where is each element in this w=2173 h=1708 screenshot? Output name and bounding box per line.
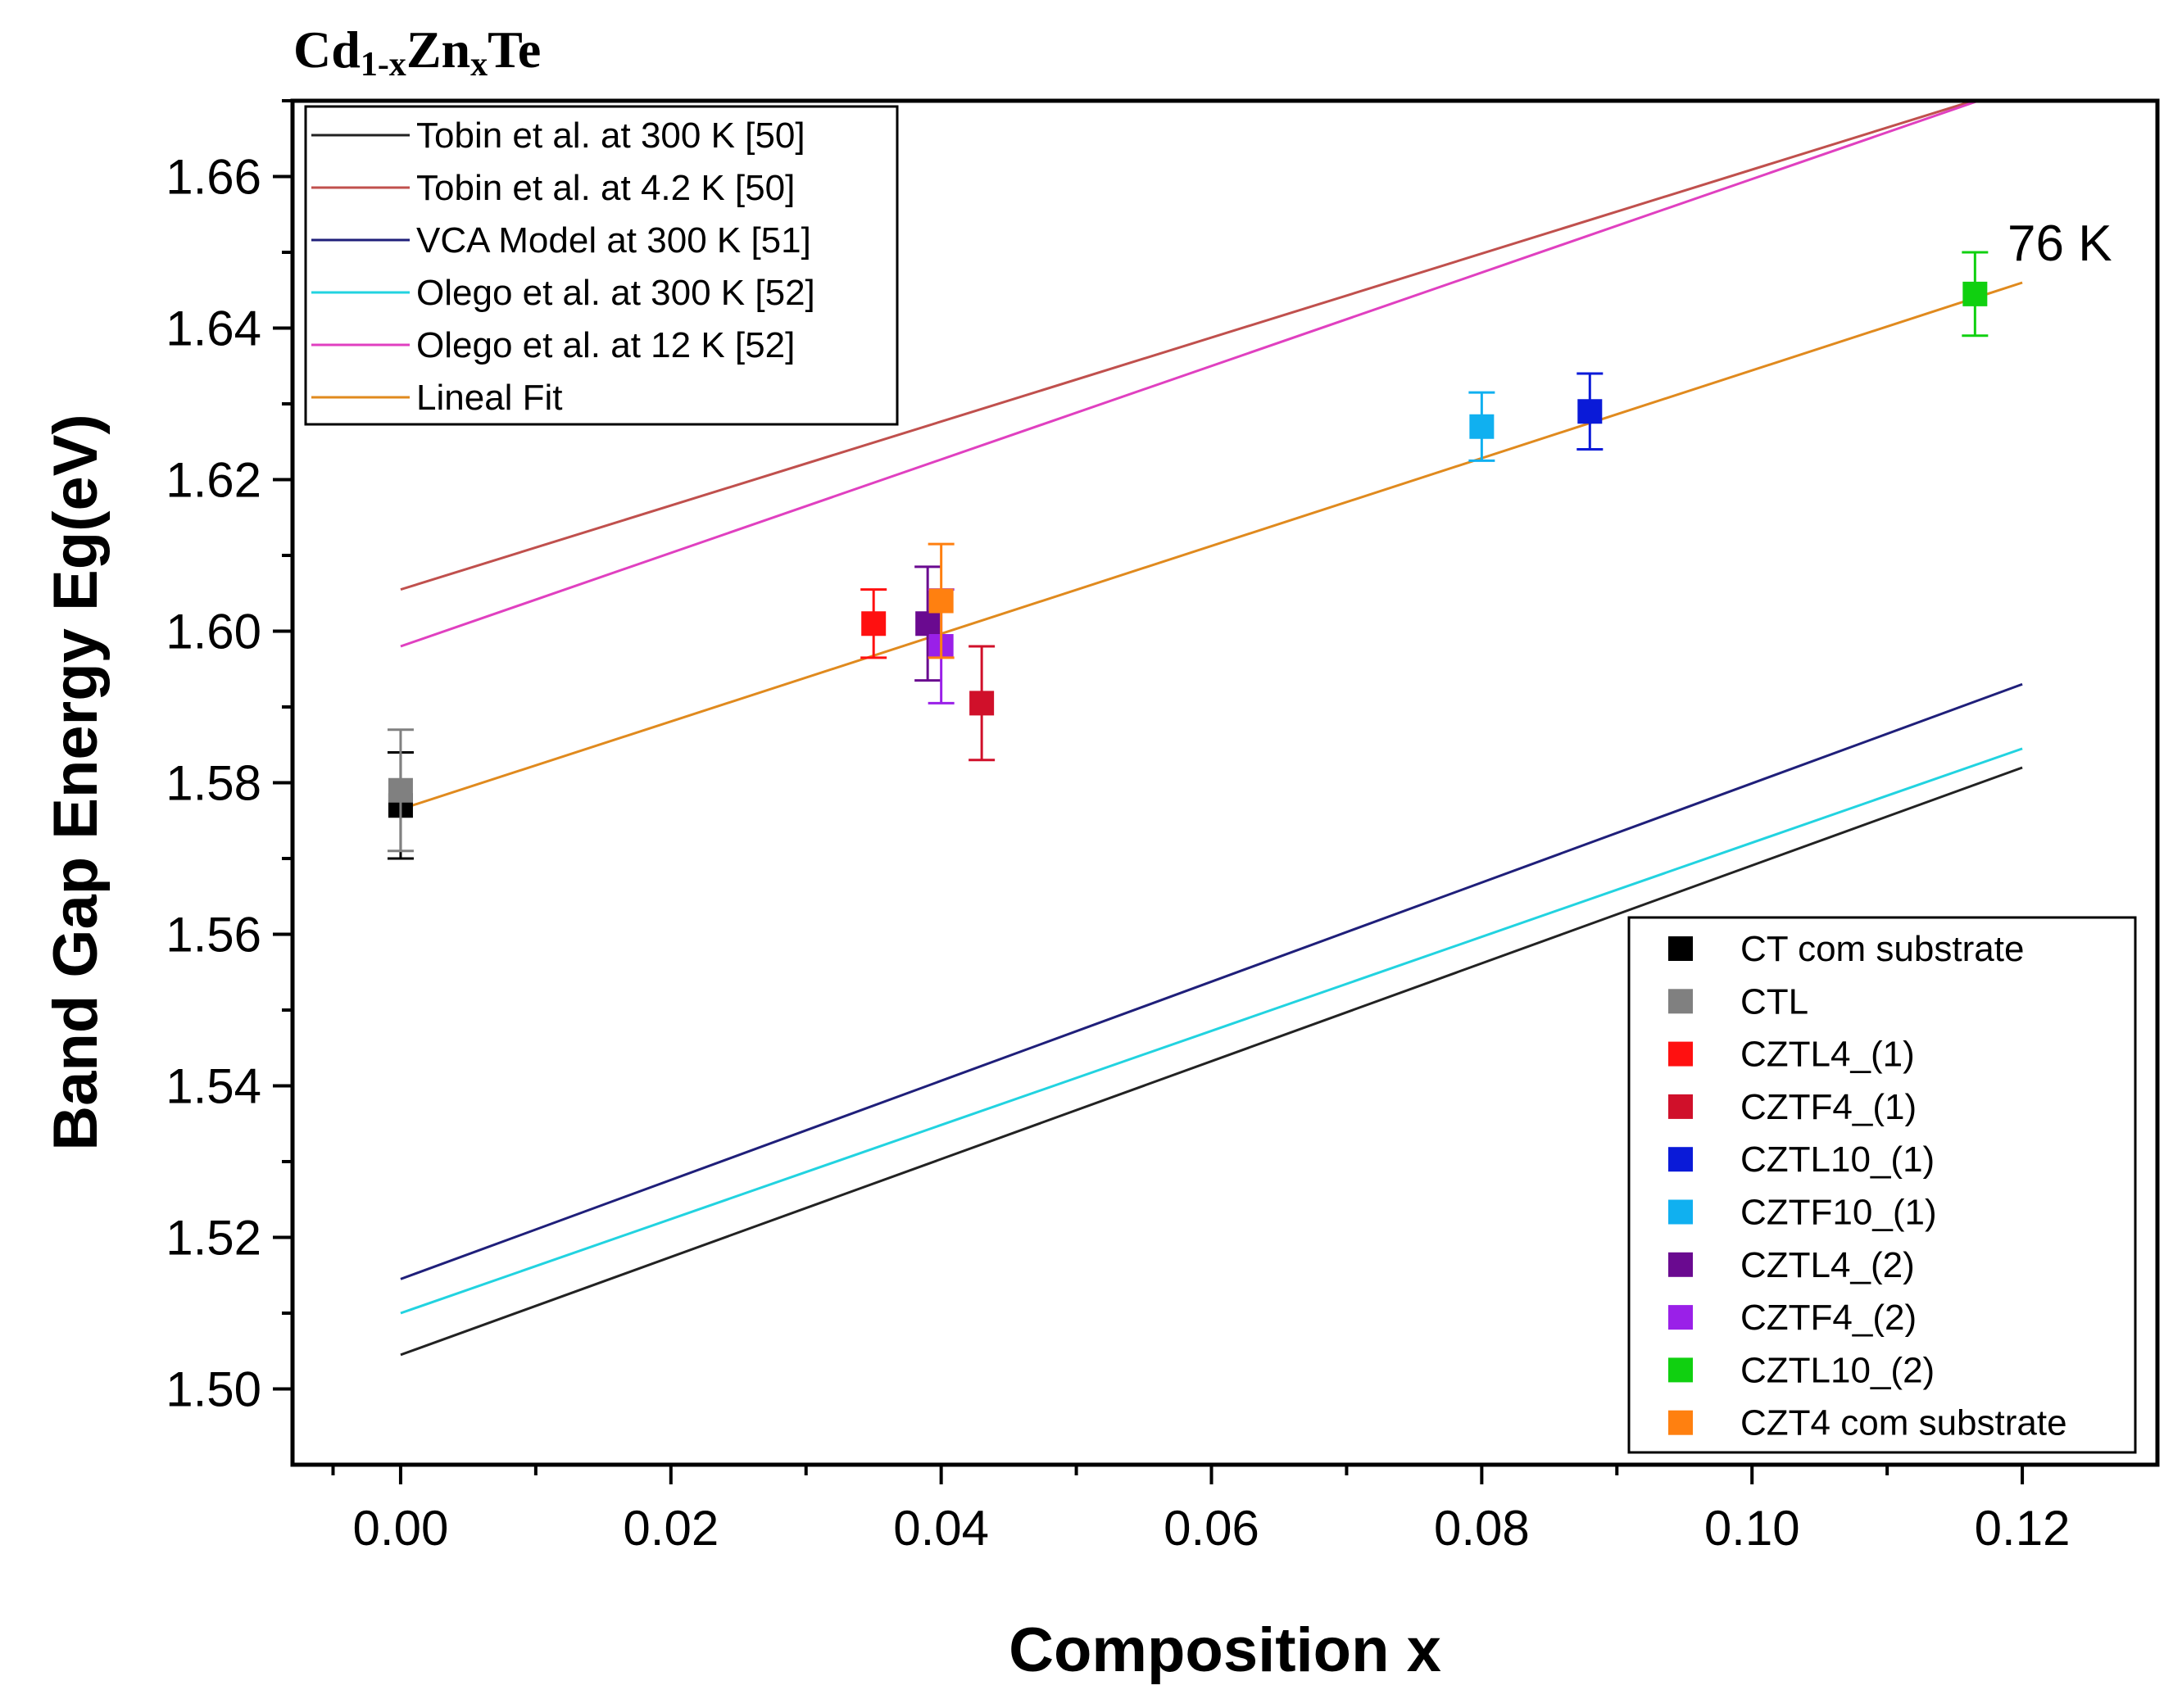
legend-point-label: CT com substrate xyxy=(1740,929,2024,969)
legend-line-label: Lineal Fit xyxy=(416,378,563,418)
legend-point-label: CZTF10_(1) xyxy=(1740,1193,1937,1233)
y-tick-label: 1.58 xyxy=(166,756,261,811)
legend-point-item-ct-com-substrate: CT com substrate xyxy=(1668,929,2024,969)
y-tick-label: 1.50 xyxy=(166,1362,261,1417)
legend-point-swatch xyxy=(1668,989,1693,1014)
legend-points: CT com substrate CTL CZTL4_(1) CZTF4_(1) CZT… xyxy=(1627,916,2137,1454)
y-axis: 1.50 1.52 1.54 1.56 1.58 1.60 1.62 1.64 1.66 xyxy=(166,99,293,1417)
legend-line-item-tobin-et-al-at-4-2-k-50: Tobin et al. at 4.2 K [50] xyxy=(311,168,795,208)
marker xyxy=(969,691,995,716)
y-tick-label: 1.54 xyxy=(166,1059,261,1114)
legend-line-label: Tobin et al. at 4.2 K [50] xyxy=(416,168,795,208)
legend-line-item-lineal-fit: Lineal Fit xyxy=(311,378,563,418)
temperature-annotation: 76 K xyxy=(2007,215,2112,272)
point-cztf10-1 xyxy=(1468,391,1495,462)
legend-line-label: Olego et al. at 12 K [52] xyxy=(416,325,795,365)
legend-line-label: Tobin et al. at 300 K [50] xyxy=(416,116,805,156)
legend-point-item-cztl4-1: CZTL4_(1) xyxy=(1668,1035,1915,1075)
marker xyxy=(388,777,413,803)
legend-point-item-cztf4-2: CZTF4_(2) xyxy=(1668,1298,1917,1338)
point-cztl4-2 xyxy=(914,565,941,682)
legend-point-swatch xyxy=(1668,1357,1693,1383)
legend-point-swatch xyxy=(1668,1199,1693,1225)
y-tick-label: 1.56 xyxy=(166,908,261,963)
line-tobin-et-al-at-300-k-50 xyxy=(400,766,2023,1357)
legend-point-swatch xyxy=(1668,1305,1693,1330)
x-axis: 0.00 0.02 0.04 0.06 0.08 0.10 0.12 xyxy=(331,1465,2071,1556)
legend-point-swatch xyxy=(1668,1094,1693,1119)
legend-point-item-cztl10-1: CZTL10_(1) xyxy=(1668,1139,1935,1180)
line-tobin-et-al-at-4-2-k-50 xyxy=(400,101,1978,591)
data-points xyxy=(387,251,1989,860)
line-olego-et-al-at-12-k-52 xyxy=(400,101,1983,648)
point-cztl10-1 xyxy=(1576,372,1604,451)
legend-point-swatch xyxy=(1668,1252,1693,1277)
legend-point-swatch xyxy=(1668,1041,1693,1067)
marker xyxy=(928,588,954,614)
point-cztl4-1 xyxy=(860,588,887,659)
legend-point-item-cztf10-1: CZTF10_(1) xyxy=(1668,1193,1937,1233)
legend-point-swatch xyxy=(1668,1410,1693,1435)
legend-lines: Tobin et al. at 300 K [50] Tobin et al. a… xyxy=(304,105,899,426)
y-tick-label: 1.64 xyxy=(166,301,261,356)
title-part-1: 1-x xyxy=(361,46,406,84)
point-ctl xyxy=(387,728,414,853)
legend-lines-box xyxy=(304,105,899,426)
legend-point-item-czt4-com-substrate: CZT4 com substrate xyxy=(1668,1403,2067,1443)
legend-line-item-olego-et-al-at-12-k-52: Olego et al. at 12 K [52] xyxy=(311,325,795,365)
chart-title: Cd1-xZnxTe xyxy=(293,20,541,84)
legend-line-item-tobin-et-al-at-300-k-50: Tobin et al. at 300 K [50] xyxy=(311,116,805,156)
point-czt4-com-substrate xyxy=(928,542,955,659)
x-tick-label: 0.12 xyxy=(1975,1501,2071,1556)
legend-point-label: CZT4 com substrate xyxy=(1740,1403,2067,1443)
legend-line-item-olego-et-al-at-300-k-52: Olego et al. at 300 K [52] xyxy=(311,273,815,313)
marker xyxy=(1469,414,1495,439)
x-tick-label: 0.00 xyxy=(353,1501,449,1556)
legend-point-swatch xyxy=(1668,936,1693,961)
x-tick-label: 0.06 xyxy=(1164,1501,1259,1556)
marker xyxy=(915,611,941,637)
legend-point-item-cztf4-1: CZTF4_(1) xyxy=(1668,1087,1917,1127)
legend-point-label: CZTL4_(1) xyxy=(1740,1035,1915,1075)
title-part-2: Zn xyxy=(406,20,470,79)
title-part-0: Cd xyxy=(293,20,361,79)
legend-point-label: CZTL10_(1) xyxy=(1740,1139,1935,1180)
point-cztl10-2 xyxy=(1962,251,1989,338)
line-vca-model-at-300-k-51 xyxy=(400,682,2023,1280)
legend-point-label: CZTL4_(2) xyxy=(1740,1245,1915,1285)
legend-point-item-cztl4-2: CZTL4_(2) xyxy=(1668,1245,1915,1285)
legend-point-swatch xyxy=(1668,1147,1693,1172)
legend-point-item-ctl: CTL xyxy=(1668,981,1808,1022)
x-tick-label: 0.02 xyxy=(623,1501,719,1556)
series-lines xyxy=(400,101,2023,1357)
x-axis-title: Composition x xyxy=(1009,1615,1441,1685)
legend-point-label: CZTF4_(2) xyxy=(1740,1298,1917,1338)
title-part-4: Te xyxy=(488,20,541,79)
y-tick-label: 1.62 xyxy=(166,453,261,508)
legend-point-label: CTL xyxy=(1740,981,1808,1022)
point-cztf4-1 xyxy=(969,645,996,762)
legend-points-box xyxy=(1627,916,2137,1454)
x-tick-label: 0.04 xyxy=(893,1501,989,1556)
y-tick-label: 1.52 xyxy=(166,1211,261,1266)
x-tick-label: 0.10 xyxy=(1704,1501,1800,1556)
line-lineal-fit xyxy=(400,281,2023,811)
legend-line-item-vca-model-at-300-k-51: VCA Model at 300 K [51] xyxy=(311,220,811,261)
legend-line-label: VCA Model at 300 K [51] xyxy=(416,220,811,261)
y-tick-label: 1.60 xyxy=(166,605,261,659)
x-tick-label: 0.08 xyxy=(1434,1501,1530,1556)
marker xyxy=(1577,399,1603,424)
line-olego-et-al-at-300-k-52 xyxy=(400,747,2023,1315)
legend-point-label: CZTF4_(1) xyxy=(1740,1087,1917,1127)
y-tick-label: 1.66 xyxy=(166,150,261,205)
legend-point-label: CZTL10_(2) xyxy=(1740,1350,1935,1390)
marker xyxy=(861,611,887,637)
title-part-3: x xyxy=(470,46,488,84)
legend-line-label: Olego et al. at 300 K [52] xyxy=(416,273,815,313)
legend-point-item-cztl10-2: CZTL10_(2) xyxy=(1668,1350,1935,1390)
y-axis-title: Band Gap Energy Eg(eV) xyxy=(41,414,111,1151)
marker xyxy=(1962,281,1988,306)
